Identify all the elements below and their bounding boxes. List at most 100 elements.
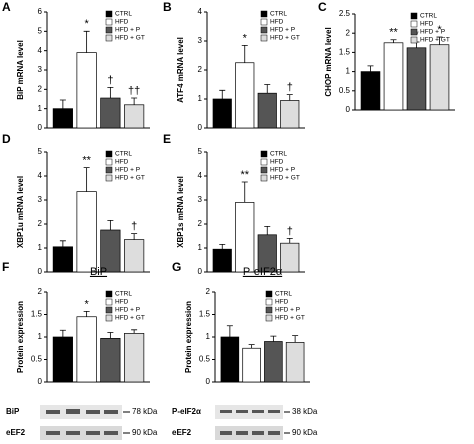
bar bbox=[52, 336, 73, 383]
legend-label: HFD + P bbox=[270, 167, 295, 174]
legend-swatch bbox=[105, 18, 113, 26]
y-tick-label: 5 bbox=[198, 147, 203, 156]
bar bbox=[257, 92, 277, 129]
band bbox=[86, 410, 100, 414]
blot-label: eEF2 bbox=[6, 428, 26, 437]
blot-kda: 78 kDa bbox=[132, 407, 158, 416]
bar bbox=[429, 44, 450, 111]
y-tick-label: 2 bbox=[38, 219, 43, 228]
y-tick-label: 1 bbox=[38, 332, 43, 341]
significance-marker: * bbox=[84, 18, 89, 30]
blot-strip bbox=[40, 426, 122, 440]
legend-swatch bbox=[105, 158, 113, 166]
error-bar bbox=[248, 344, 255, 349]
error-bar bbox=[436, 36, 443, 45]
y-tick-label: 2 bbox=[38, 287, 43, 296]
significance-marker: * bbox=[84, 298, 89, 310]
blot-kda: 38 kDa bbox=[292, 407, 318, 416]
band bbox=[66, 409, 80, 414]
error-bar bbox=[286, 238, 293, 244]
bar bbox=[360, 71, 381, 111]
bar bbox=[76, 191, 97, 273]
error-bar bbox=[270, 335, 277, 342]
legend-label: HFD + P bbox=[115, 167, 140, 174]
bar bbox=[52, 108, 73, 129]
y-tick-label: 1.5 bbox=[31, 310, 43, 319]
y-axis-label: Protein expression bbox=[16, 301, 25, 373]
y-tick-label: 4 bbox=[198, 171, 203, 180]
legend-label: HFD + P bbox=[270, 27, 295, 34]
y-axis-label: BiP mRNA level bbox=[16, 40, 25, 100]
bar bbox=[406, 47, 427, 111]
legend-label: HFD + P bbox=[115, 27, 140, 34]
significance-marker: ** bbox=[240, 169, 249, 181]
bar bbox=[52, 246, 73, 273]
blot-bands bbox=[46, 409, 280, 435]
legend-label: CTRL bbox=[115, 151, 132, 158]
significance-marker: * bbox=[437, 24, 442, 36]
legend-swatch bbox=[260, 34, 268, 42]
y-tick-label: 3 bbox=[38, 65, 43, 74]
legend-label: HFD + P bbox=[275, 307, 300, 314]
legend-swatch bbox=[105, 10, 113, 18]
significance-marker: † bbox=[287, 225, 293, 237]
y-tick-label: 1 bbox=[346, 67, 351, 76]
bar bbox=[285, 342, 305, 383]
legend-label: HFD + P bbox=[420, 29, 445, 36]
panel-title: BiP bbox=[90, 266, 107, 278]
legend-label: HFD + GT bbox=[420, 37, 450, 44]
y-tick-label: 2 bbox=[346, 28, 351, 37]
panel-letter: D bbox=[2, 132, 11, 146]
y-tick-label: 3 bbox=[38, 195, 43, 204]
bar bbox=[383, 42, 404, 111]
error-bar bbox=[131, 329, 138, 334]
band bbox=[236, 410, 248, 413]
panel-letter: F bbox=[2, 260, 9, 274]
legend-swatch bbox=[105, 34, 113, 42]
bar bbox=[100, 97, 121, 129]
blot-strip bbox=[215, 405, 283, 419]
error-bar bbox=[219, 89, 226, 99]
error-bar bbox=[83, 167, 90, 192]
y-tick-label: 4 bbox=[198, 7, 203, 16]
band bbox=[104, 431, 118, 435]
error-bar bbox=[59, 329, 66, 337]
legend-label: CTRL bbox=[420, 13, 437, 20]
legend-label: CTRL bbox=[270, 11, 287, 18]
error-bar bbox=[107, 220, 114, 230]
legend-label: HFD + GT bbox=[115, 315, 145, 322]
error-bar bbox=[107, 332, 114, 339]
bar bbox=[242, 347, 261, 383]
error-bar bbox=[83, 310, 90, 317]
bar bbox=[100, 338, 121, 383]
legend-swatch bbox=[260, 166, 268, 174]
panel-title: P-eIF2α bbox=[243, 266, 283, 278]
legend-swatch bbox=[260, 26, 268, 34]
legend-label: HFD bbox=[420, 21, 434, 28]
y-tick-label: 3 bbox=[198, 36, 203, 45]
legend-swatch bbox=[105, 306, 113, 314]
y-tick-label: 0 bbox=[198, 123, 203, 132]
y-tick-label: 0.5 bbox=[31, 355, 43, 364]
legend-label: CTRL bbox=[275, 291, 292, 298]
y-tick-label: 2.5 bbox=[339, 9, 351, 18]
y-tick-label: 0 bbox=[38, 123, 43, 132]
band bbox=[252, 431, 264, 435]
error-bar bbox=[131, 97, 138, 105]
legend-swatch bbox=[105, 298, 113, 306]
error-bar bbox=[107, 87, 114, 99]
error-bar bbox=[367, 65, 374, 72]
legend-label: HFD bbox=[115, 299, 129, 306]
y-tick-label: 1 bbox=[198, 94, 203, 103]
y-tick-label: 0 bbox=[206, 377, 211, 386]
error-bar bbox=[241, 181, 248, 203]
legend-label: HFD bbox=[270, 19, 284, 26]
y-tick-label: 2 bbox=[198, 219, 203, 228]
legend-swatch bbox=[260, 174, 268, 182]
error-bar bbox=[264, 84, 271, 94]
legend-swatch bbox=[105, 26, 113, 34]
y-tick-label: 0 bbox=[38, 267, 43, 276]
panel-letter: E bbox=[163, 132, 171, 146]
significance-marker: * bbox=[243, 32, 248, 44]
bar bbox=[76, 52, 97, 129]
